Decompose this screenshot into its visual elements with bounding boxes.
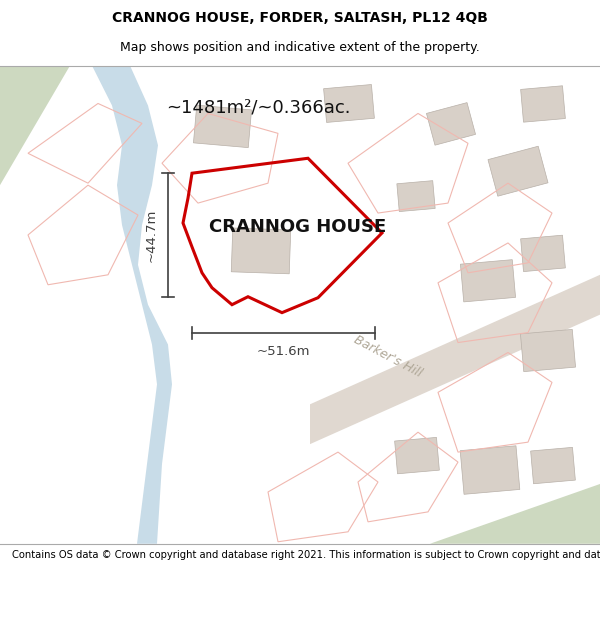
- Bar: [488, 146, 548, 196]
- Bar: [460, 446, 520, 494]
- Bar: [395, 438, 439, 474]
- Bar: [193, 105, 251, 148]
- Bar: [397, 181, 435, 212]
- Bar: [520, 329, 575, 372]
- Bar: [427, 102, 476, 145]
- Bar: [460, 259, 515, 302]
- Text: ~44.7m: ~44.7m: [145, 208, 158, 262]
- Polygon shape: [430, 484, 600, 544]
- Bar: [521, 86, 565, 122]
- Text: ~51.6m: ~51.6m: [257, 344, 310, 357]
- Text: CRANNOG HOUSE: CRANNOG HOUSE: [209, 218, 386, 236]
- Text: Contains OS data © Crown copyright and database right 2021. This information is : Contains OS data © Crown copyright and d…: [12, 550, 600, 560]
- Text: Map shows position and indicative extent of the property.: Map shows position and indicative extent…: [120, 41, 480, 54]
- Text: CRANNOG HOUSE, FORDER, SALTASH, PL12 4QB: CRANNOG HOUSE, FORDER, SALTASH, PL12 4QB: [112, 11, 488, 26]
- Bar: [530, 448, 575, 484]
- Text: ~1481m²/~0.366ac.: ~1481m²/~0.366ac.: [166, 99, 350, 116]
- Bar: [323, 84, 374, 122]
- Text: Barker's Hill: Barker's Hill: [352, 333, 424, 380]
- Bar: [231, 228, 291, 274]
- Polygon shape: [92, 66, 172, 544]
- Bar: [521, 235, 565, 272]
- Polygon shape: [0, 66, 70, 185]
- Polygon shape: [310, 275, 600, 444]
